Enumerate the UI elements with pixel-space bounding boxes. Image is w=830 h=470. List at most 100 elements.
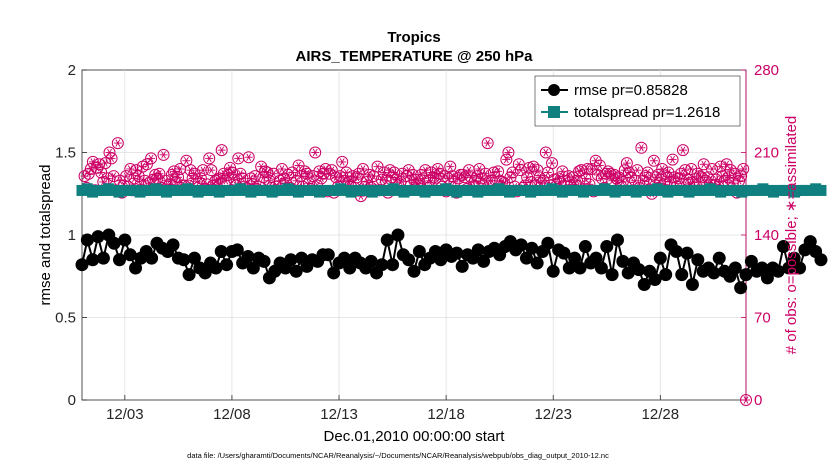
obs-assimilated-marker [632, 177, 638, 185]
obs-possible-marker [157, 148, 170, 161]
rmse-point [391, 228, 405, 242]
rmse-point [123, 248, 137, 262]
legend-box [534, 75, 741, 127]
obs-possible-marker [492, 165, 505, 178]
rmse-point [86, 253, 100, 267]
rmse-point [728, 261, 742, 275]
obs-possible-marker [429, 172, 442, 185]
obs-possible-marker [676, 144, 689, 157]
obs-assimilated-marker [375, 162, 380, 171]
obs-assimilated-marker [651, 157, 657, 165]
obs-point [153, 167, 166, 180]
obs-possible-marker [620, 157, 633, 170]
rmse-point [80, 233, 94, 247]
rmse-point [380, 233, 394, 247]
obs-assimilated-marker [645, 168, 651, 177]
x-tick-label: 12/23 [534, 406, 572, 423]
obs-point [105, 152, 118, 165]
obs-possible-marker [479, 167, 492, 180]
rmse-point [610, 233, 624, 247]
obs-possible-marker [506, 166, 519, 179]
obs-point [539, 146, 552, 159]
obs-assimilated-marker [246, 153, 252, 161]
x-tick-label: 12/18 [427, 406, 465, 423]
obs-assimilated-marker [206, 154, 212, 163]
obs-assimilated-marker [574, 177, 580, 185]
obs-possible-marker [693, 170, 706, 183]
series-rmse [75, 228, 828, 295]
obs-point [593, 159, 606, 172]
left-axis-ticks: 0 0.5 1 1.5 2 [55, 62, 87, 409]
rmse-point [546, 264, 560, 278]
y-right-tick-label: 70 [754, 310, 771, 327]
obs-possible-marker [188, 167, 201, 180]
obs-possible-marker [546, 157, 559, 170]
obs-possible-marker [521, 171, 534, 184]
obs-assimilated-marker [252, 172, 258, 180]
obs-assimilated-marker [217, 174, 223, 183]
obs-assimilated-marker [127, 165, 133, 173]
obs-assimilated-marker [670, 155, 675, 164]
obs-assimilated-marker [668, 178, 673, 186]
legend-spread-marker [548, 106, 560, 118]
obs-point [213, 172, 226, 185]
rmse-point [685, 278, 699, 291]
obs-assimilated-marker [90, 158, 96, 166]
grid [82, 70, 746, 400]
rmse-point [793, 261, 807, 275]
obs-possible-marker [248, 170, 261, 183]
obs-assimilated-marker [560, 167, 565, 176]
obs-assimilated-marker [717, 162, 723, 171]
rmse-point [112, 253, 126, 267]
rmse-point [145, 251, 159, 265]
obs-point [232, 152, 245, 165]
obs-point [737, 163, 750, 175]
rmse-point [578, 240, 592, 254]
right-axis-ticks: 0 70 140 210 280 [741, 62, 779, 409]
rmse-point [755, 261, 769, 275]
obs-point [86, 155, 99, 168]
rmse-point [337, 251, 351, 265]
rmse-point [96, 251, 110, 265]
x-tick-label: 12/13 [320, 406, 358, 423]
rmse-point [675, 268, 689, 282]
obs-edge-point [740, 394, 752, 406]
legend: rmse pr=0.85828 totalspread pr=1.2618 [534, 75, 741, 127]
obs-assimilated-marker [620, 178, 626, 186]
rmse-point [787, 251, 801, 265]
obs-point [203, 152, 216, 165]
obs-possible-marker [300, 167, 313, 180]
x-tick-label: 12/28 [642, 406, 680, 423]
obs-assimilated-marker [688, 165, 694, 173]
obs-assimilated-marker [503, 155, 509, 164]
rmse-point [680, 246, 694, 260]
obs-assimilated-marker [177, 165, 183, 173]
obs-possible-marker [591, 168, 604, 181]
obs-assimilated-marker [491, 168, 497, 177]
rmse-point [241, 249, 255, 263]
rmse-point [605, 268, 619, 282]
rmse-point [514, 238, 528, 252]
y-tick-label: 2 [68, 62, 76, 79]
obs-assimilated-marker [624, 159, 630, 167]
obs-possible-marker [340, 166, 353, 179]
rmse-point [177, 253, 191, 267]
rmse-point [541, 236, 555, 250]
obs-assimilated-marker [599, 174, 605, 183]
obs-assimilated-marker [589, 165, 594, 173]
obs-possible-marker [720, 158, 733, 171]
obs-possible-marker [701, 171, 714, 184]
obs-point [300, 167, 313, 180]
obs-possible-marker [737, 163, 750, 175]
obs-assimilated-marker [260, 173, 266, 181]
obs-assimilated-marker [557, 178, 563, 186]
obs-possible-marker [724, 164, 737, 177]
obs-assimilated-marker [339, 158, 345, 166]
rmse-point [166, 238, 180, 252]
y-right-tick-label: 0 [754, 392, 762, 409]
obs-possible-marker [107, 170, 120, 183]
obs-possible-marker [334, 170, 347, 183]
obs-possible-marker [610, 172, 623, 185]
rmse-point [257, 254, 271, 268]
obs-assimilated-marker [183, 157, 189, 165]
